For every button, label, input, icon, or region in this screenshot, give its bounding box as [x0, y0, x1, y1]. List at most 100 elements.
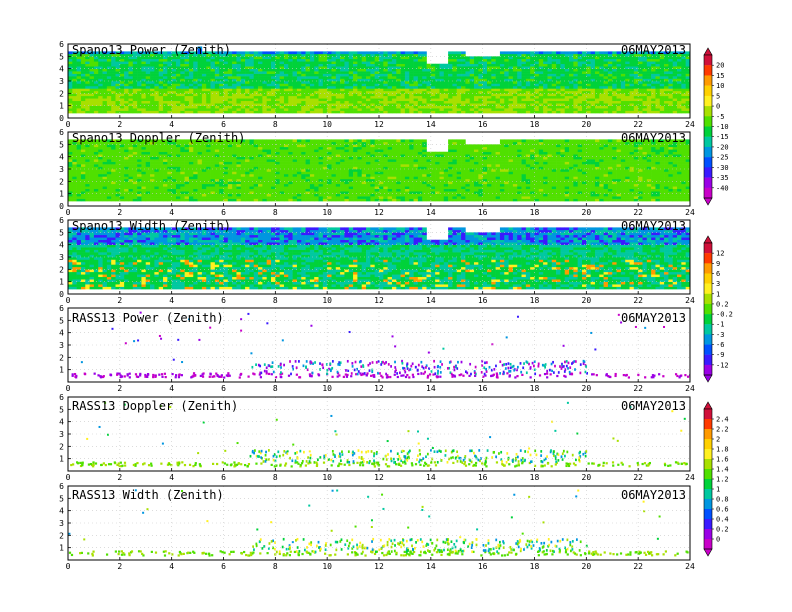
heatmap-cell	[175, 173, 181, 177]
heatmap-cell	[115, 83, 121, 87]
heatmap-cell	[258, 95, 263, 99]
heatmap-cell	[551, 81, 557, 84]
heatmap-cell	[577, 88, 583, 92]
heatmap-cell	[348, 105, 354, 109]
heatmap-cell	[141, 81, 147, 84]
heatmap-cell	[517, 71, 522, 74]
heatmap-cell	[469, 98, 475, 102]
heatmap-cell	[214, 83, 220, 87]
heatmap-cell	[322, 66, 328, 69]
heatmap-cell	[288, 186, 293, 190]
heatmap-cell	[171, 171, 177, 175]
heatmap-cell	[72, 149, 77, 153]
heatmap-cell	[292, 166, 298, 170]
heatmap-cell	[271, 188, 276, 192]
heatmap-cell	[184, 188, 190, 192]
heatmap-cell	[85, 176, 90, 180]
heatmap-cell	[258, 188, 263, 192]
heatmap-cell	[551, 85, 557, 89]
heatmap-cell	[266, 58, 272, 62]
heatmap-cell	[677, 51, 682, 55]
heatmap-cell	[271, 76, 276, 79]
heatmap-cell	[150, 110, 155, 114]
heatmap-cell	[616, 103, 622, 106]
heatmap-cell	[426, 73, 432, 77]
heatmap-cell	[68, 178, 73, 182]
heatmap-cell	[292, 176, 298, 180]
heatmap-cell	[115, 156, 121, 160]
heatmap-cell	[387, 108, 393, 111]
heatmap-cell	[525, 51, 531, 55]
heatmap-cell	[305, 95, 311, 99]
heatmap-cell	[422, 88, 427, 92]
heatmap-cell	[137, 166, 142, 170]
heatmap-cell	[396, 61, 401, 65]
heatmap-cell	[327, 95, 332, 99]
heatmap-cell	[188, 93, 194, 97]
heatmap-cell	[214, 173, 220, 177]
heatmap-cell	[668, 58, 674, 62]
heatmap-cell	[659, 78, 665, 82]
heatmap-cell	[504, 58, 509, 62]
heatmap-cell	[223, 78, 229, 82]
heatmap-cell	[530, 103, 535, 106]
heatmap-cell	[245, 63, 250, 67]
heatmap-cell	[409, 51, 414, 55]
heatmap-cell	[111, 108, 116, 111]
heatmap-cell	[197, 66, 203, 69]
heatmap-cell	[655, 66, 661, 69]
heatmap-cell	[422, 61, 427, 65]
heatmap-cell	[525, 61, 531, 65]
heatmap-cell	[638, 85, 643, 89]
heatmap-cell	[426, 85, 432, 89]
heatmap-cell	[154, 103, 160, 106]
heatmap-cell	[413, 66, 419, 69]
heatmap-cell	[521, 90, 527, 94]
heatmap-cell	[76, 90, 82, 94]
heatmap-cell	[201, 58, 207, 62]
heatmap-cell	[141, 68, 147, 72]
heatmap-cell	[625, 105, 630, 109]
heatmap-cell	[340, 90, 345, 94]
heatmap-cell	[275, 68, 280, 72]
heatmap-cell	[236, 76, 242, 79]
heatmap-cell	[193, 66, 198, 69]
heatmap-cell	[292, 146, 298, 150]
heatmap-cell	[413, 110, 419, 114]
heatmap-cell	[504, 108, 509, 111]
heatmap-cell	[370, 76, 375, 79]
heatmap-cell	[206, 100, 211, 104]
heatmap-cell	[171, 81, 177, 84]
heatmap-cell	[111, 188, 116, 192]
heatmap-cell	[629, 63, 635, 67]
heatmap-cell	[564, 68, 570, 72]
heatmap-cell	[240, 105, 246, 109]
heatmap-cell	[180, 188, 185, 192]
heatmap-cell	[180, 95, 185, 99]
heatmap-cell	[89, 154, 95, 157]
heatmap-cell	[141, 63, 147, 67]
heatmap-cell	[586, 76, 591, 79]
heatmap-cell	[309, 51, 315, 55]
heatmap-cell	[171, 156, 177, 160]
heatmap-cell	[163, 183, 168, 187]
heatmap-cell	[76, 83, 82, 87]
heatmap-cell	[102, 188, 108, 192]
heatmap-cell	[85, 173, 90, 177]
heatmap-cell	[223, 159, 229, 162]
heatmap-cell	[391, 88, 397, 92]
heatmap-cell	[89, 159, 95, 162]
heatmap-cell	[422, 63, 427, 67]
heatmap-cell	[271, 156, 276, 160]
heatmap-cell	[491, 73, 496, 77]
heatmap-cell	[154, 85, 160, 89]
heatmap-cell	[210, 93, 216, 97]
heatmap-cell	[206, 159, 211, 162]
heatmap-cell	[491, 103, 496, 106]
heatmap-cell	[219, 61, 224, 65]
heatmap-cell	[210, 108, 216, 111]
heatmap-cell	[124, 181, 129, 185]
heatmap-cell	[72, 93, 77, 97]
heatmap-cell	[586, 93, 591, 97]
heatmap-cell	[603, 63, 609, 67]
